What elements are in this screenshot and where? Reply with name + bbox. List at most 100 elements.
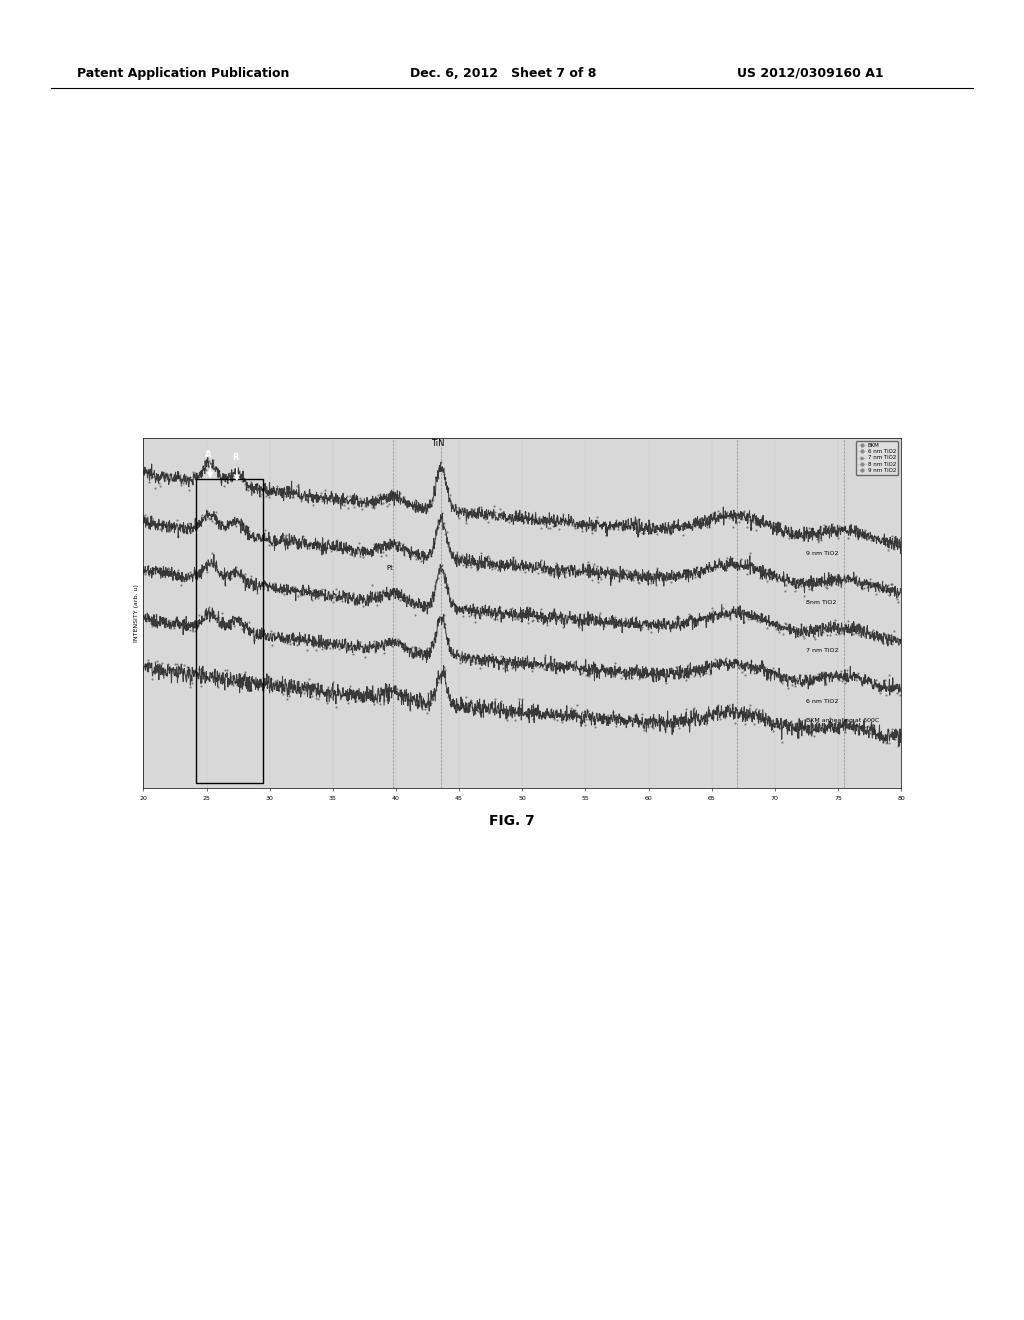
- Point: [741, 694, 758, 715]
- Point: [649, 557, 666, 578]
- Point: [624, 569, 640, 590]
- Point: [227, 459, 244, 480]
- Point: [173, 574, 189, 595]
- Point: [390, 586, 407, 607]
- Point: [361, 544, 378, 565]
- Point: [431, 510, 447, 531]
- Point: [817, 718, 834, 739]
- Point: [189, 565, 206, 586]
- Point: [289, 531, 305, 552]
- Point: [358, 635, 375, 656]
- Point: [614, 519, 631, 540]
- Point: [155, 560, 171, 581]
- Point: [816, 619, 833, 640]
- Point: [432, 507, 449, 528]
- Point: [879, 733, 895, 754]
- Point: [851, 624, 867, 645]
- Point: [872, 628, 889, 649]
- Point: [557, 566, 573, 587]
- Point: [293, 630, 309, 651]
- Point: [522, 701, 539, 722]
- Point: [877, 581, 893, 602]
- Point: [707, 503, 723, 524]
- Point: [833, 516, 849, 537]
- Point: [152, 558, 168, 579]
- Point: [805, 574, 821, 595]
- Point: [393, 586, 410, 607]
- Point: [551, 517, 567, 539]
- Point: [614, 566, 631, 587]
- Point: [674, 615, 690, 636]
- Point: [814, 622, 830, 643]
- Point: [419, 500, 435, 521]
- Point: [545, 659, 561, 680]
- Point: [561, 709, 578, 730]
- Point: [484, 508, 501, 529]
- Point: [322, 491, 338, 512]
- Point: [568, 694, 585, 715]
- Point: [568, 561, 585, 582]
- Point: [672, 565, 688, 586]
- Point: [528, 601, 545, 622]
- Point: [890, 628, 906, 649]
- Point: [322, 536, 338, 557]
- Point: [236, 570, 252, 591]
- Point: [204, 599, 220, 620]
- Point: [636, 719, 652, 741]
- Point: [293, 531, 309, 552]
- Point: [457, 499, 473, 520]
- Point: [406, 499, 422, 520]
- Point: [379, 536, 395, 557]
- Point: [463, 499, 479, 520]
- Point: [578, 607, 594, 628]
- Point: [520, 706, 537, 727]
- Point: [656, 614, 673, 635]
- Point: [472, 657, 488, 678]
- Point: [385, 488, 401, 510]
- Point: [174, 521, 190, 543]
- Point: [776, 579, 793, 601]
- Point: [516, 606, 532, 627]
- Point: [798, 569, 814, 590]
- Point: [191, 513, 208, 535]
- Point: [560, 515, 577, 536]
- Point: [440, 686, 457, 708]
- Point: [485, 698, 502, 719]
- Point: [170, 663, 186, 684]
- Point: [801, 715, 817, 737]
- Point: [317, 579, 334, 601]
- Point: [210, 606, 226, 627]
- Point: [762, 512, 778, 533]
- Point: [642, 513, 658, 535]
- Point: [475, 556, 492, 577]
- Point: [706, 601, 722, 622]
- Point: [719, 546, 735, 568]
- Point: [785, 528, 802, 549]
- Point: [284, 623, 300, 644]
- Point: [658, 570, 675, 591]
- Point: [668, 569, 684, 590]
- Point: [728, 701, 744, 722]
- Point: [199, 451, 215, 473]
- Point: [678, 698, 694, 719]
- Point: [426, 678, 442, 700]
- Point: [757, 657, 773, 678]
- Point: [340, 634, 356, 655]
- Point: [215, 519, 231, 540]
- Point: [135, 558, 152, 579]
- Point: [697, 663, 714, 684]
- Point: [458, 512, 474, 533]
- Point: [513, 507, 529, 528]
- Point: [245, 482, 261, 503]
- Point: [507, 609, 523, 630]
- Point: [248, 624, 264, 645]
- Point: [371, 533, 387, 554]
- Point: [334, 543, 350, 564]
- Point: [144, 508, 161, 529]
- Point: [886, 726, 902, 747]
- Point: [741, 543, 758, 564]
- Point: [561, 606, 578, 627]
- Point: [358, 495, 375, 516]
- Point: [687, 610, 703, 631]
- Point: [772, 568, 788, 589]
